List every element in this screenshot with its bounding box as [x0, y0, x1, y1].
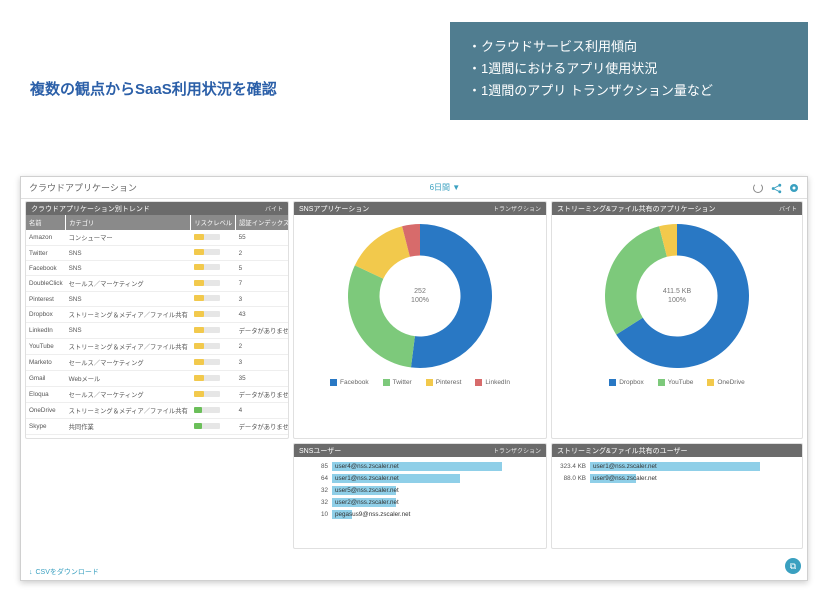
table-row[interactable]: Amazonコンシューマー550.01 — [26, 230, 289, 246]
table-row[interactable]: LinkedInSNSデータがありません — [26, 323, 289, 339]
titlebar: クラウドアプリケーション 6日間 ▼ — [21, 177, 807, 199]
table-row[interactable]: YouTubeストリーミング＆メディア／ファイル共有20.01 — [26, 339, 289, 355]
table-row[interactable]: Dropboxストリーミング＆メディア／ファイル共有430.01 — [26, 307, 289, 323]
download-csv-link[interactable]: CSVをダウンロード — [29, 567, 99, 577]
reload-icon[interactable] — [753, 183, 763, 193]
panel-header: クラウドアプリケーション別トレンド バイト — [26, 202, 288, 215]
legend-item: Twitter — [383, 379, 412, 386]
stream-legend: Dropbox YouTube OneDrive — [609, 371, 745, 390]
table-row[interactable]: DoubleClickセールス／マーケティング70.01 — [26, 276, 289, 292]
table-row[interactable]: FacebookSNS50.01 — [26, 261, 289, 276]
col-header[interactable]: 認証インデックス — [236, 215, 289, 230]
legend-item: Facebook — [330, 379, 369, 386]
user-bar-row[interactable]: 32user5@nss.zscaler.net — [300, 486, 540, 495]
panel-subtitle: バイト — [779, 204, 797, 213]
panel-title: ストリーミング&ファイル共有のユーザー — [557, 446, 688, 456]
callout-list: ・クラウドサービス利用傾向 ・1週間におけるアプリ使用状況 ・1週間のアプリ ト… — [468, 36, 790, 102]
legend-item: Dropbox — [609, 379, 644, 386]
user-bar-row[interactable]: 32user2@nss.zscaler.net — [300, 498, 540, 507]
donut-center-label: 252 100% — [411, 287, 429, 305]
table-row[interactable]: PinterestSNS30.01 — [26, 292, 289, 307]
stream-donut-chart: 411.5 KB 100% — [602, 221, 752, 371]
table-row[interactable]: Marketoセールス／マーケティング30.01 — [26, 355, 289, 371]
col-header[interactable]: カテゴリ — [66, 215, 191, 230]
panel-subtitle: バイト — [265, 204, 283, 213]
callout-item: ・1週間のアプリ トランザクション量など — [468, 80, 790, 102]
panel-sns-users: SNSユーザー トランザクション 85user4@nss.zscaler.net 6… — [293, 443, 547, 549]
panel-stream-apps: ストリーミング&ファイル共有のアプリケーション バイト 411.5 KB 100%… — [551, 201, 803, 439]
callout-item: ・クラウドサービス利用傾向 — [468, 36, 790, 58]
share-icon[interactable] — [771, 183, 781, 193]
table-row[interactable]: OneDriveストリーミング＆メディア／ファイル共有40.01 — [26, 403, 289, 419]
panel-sns-apps: SNSアプリケーション トランザクション 252 100% Facebook Twi… — [293, 201, 547, 439]
titlebar-icons — [753, 183, 799, 193]
panel-subtitle: トランザクション — [493, 204, 541, 213]
panel-subtitle: トランザクション — [493, 446, 541, 455]
timerange-dropdown[interactable]: 6日間 ▼ — [430, 182, 461, 193]
table-row[interactable]: Eloquaセールス／マーケティングデータがありません — [26, 387, 289, 403]
sns-legend: Facebook Twitter Pinterest LinkedIn — [330, 371, 510, 390]
user-bar-row[interactable]: 323.4 KBuser1@nss.zscaler.net — [558, 462, 796, 471]
table-row[interactable]: GmailWebメール350.01 — [26, 371, 289, 387]
legend-item: LinkedIn — [475, 379, 510, 386]
fab-button[interactable]: ⧉ — [785, 558, 801, 574]
panel-title: SNSアプリケーション — [299, 204, 369, 214]
legend-item: Pinterest — [426, 379, 462, 386]
user-bar-row[interactable]: 88.0 KBuser9@nss.zscaler.net — [558, 474, 796, 483]
user-bar-row[interactable]: 64user1@nss.zscaler.net — [300, 474, 540, 483]
legend-item: OneDrive — [707, 379, 744, 386]
col-header[interactable]: 名前 — [26, 215, 66, 230]
sns-donut-chart: 252 100% — [345, 221, 495, 371]
callout-box: ・クラウドサービス利用傾向 ・1週間におけるアプリ使用状況 ・1週間のアプリ ト… — [450, 22, 808, 120]
user-bar-row[interactable]: 10pegasus9@nss.zscaler.net — [300, 510, 540, 519]
trend-table: 名前カテゴリリスクレベル認証インデックス正規表現量（… Amazonコンシューマ… — [26, 215, 289, 435]
panel-title: SNSユーザー — [299, 446, 341, 456]
donut-center-label: 411.5 KB 100% — [663, 287, 691, 305]
callout-item: ・1週間におけるアプリ使用状況 — [468, 58, 790, 80]
col-header[interactable]: リスクレベル — [191, 215, 236, 230]
page-headline: 複数の観点からSaaS利用状況を確認 — [30, 78, 277, 99]
table-row[interactable]: Skype共同作業データがありません0.01 — [26, 419, 289, 435]
panel-title: クラウドアプリケーション別トレンド — [31, 204, 150, 214]
dashboard-title: クラウドアプリケーション — [29, 181, 137, 194]
gear-icon[interactable] — [789, 183, 799, 193]
user-bar-row[interactable]: 85user4@nss.zscaler.net — [300, 462, 540, 471]
panel-title: ストリーミング&ファイル共有のアプリケーション — [557, 204, 716, 214]
panel-stream-users: ストリーミング&ファイル共有のユーザー 323.4 KBuser1@nss.zs… — [551, 443, 803, 549]
legend-item: YouTube — [658, 379, 694, 386]
table-row[interactable]: TwitterSNS20.01 — [26, 246, 289, 261]
scroll-hint[interactable]: ‹› — [26, 435, 288, 439]
dashboard-screenshot: クラウドアプリケーション 6日間 ▼ クラウドアプリケーション別トレンド バイト… — [20, 176, 808, 581]
panel-trend: クラウドアプリケーション別トレンド バイト 名前カテゴリリスクレベル認証インデッ… — [25, 201, 289, 439]
